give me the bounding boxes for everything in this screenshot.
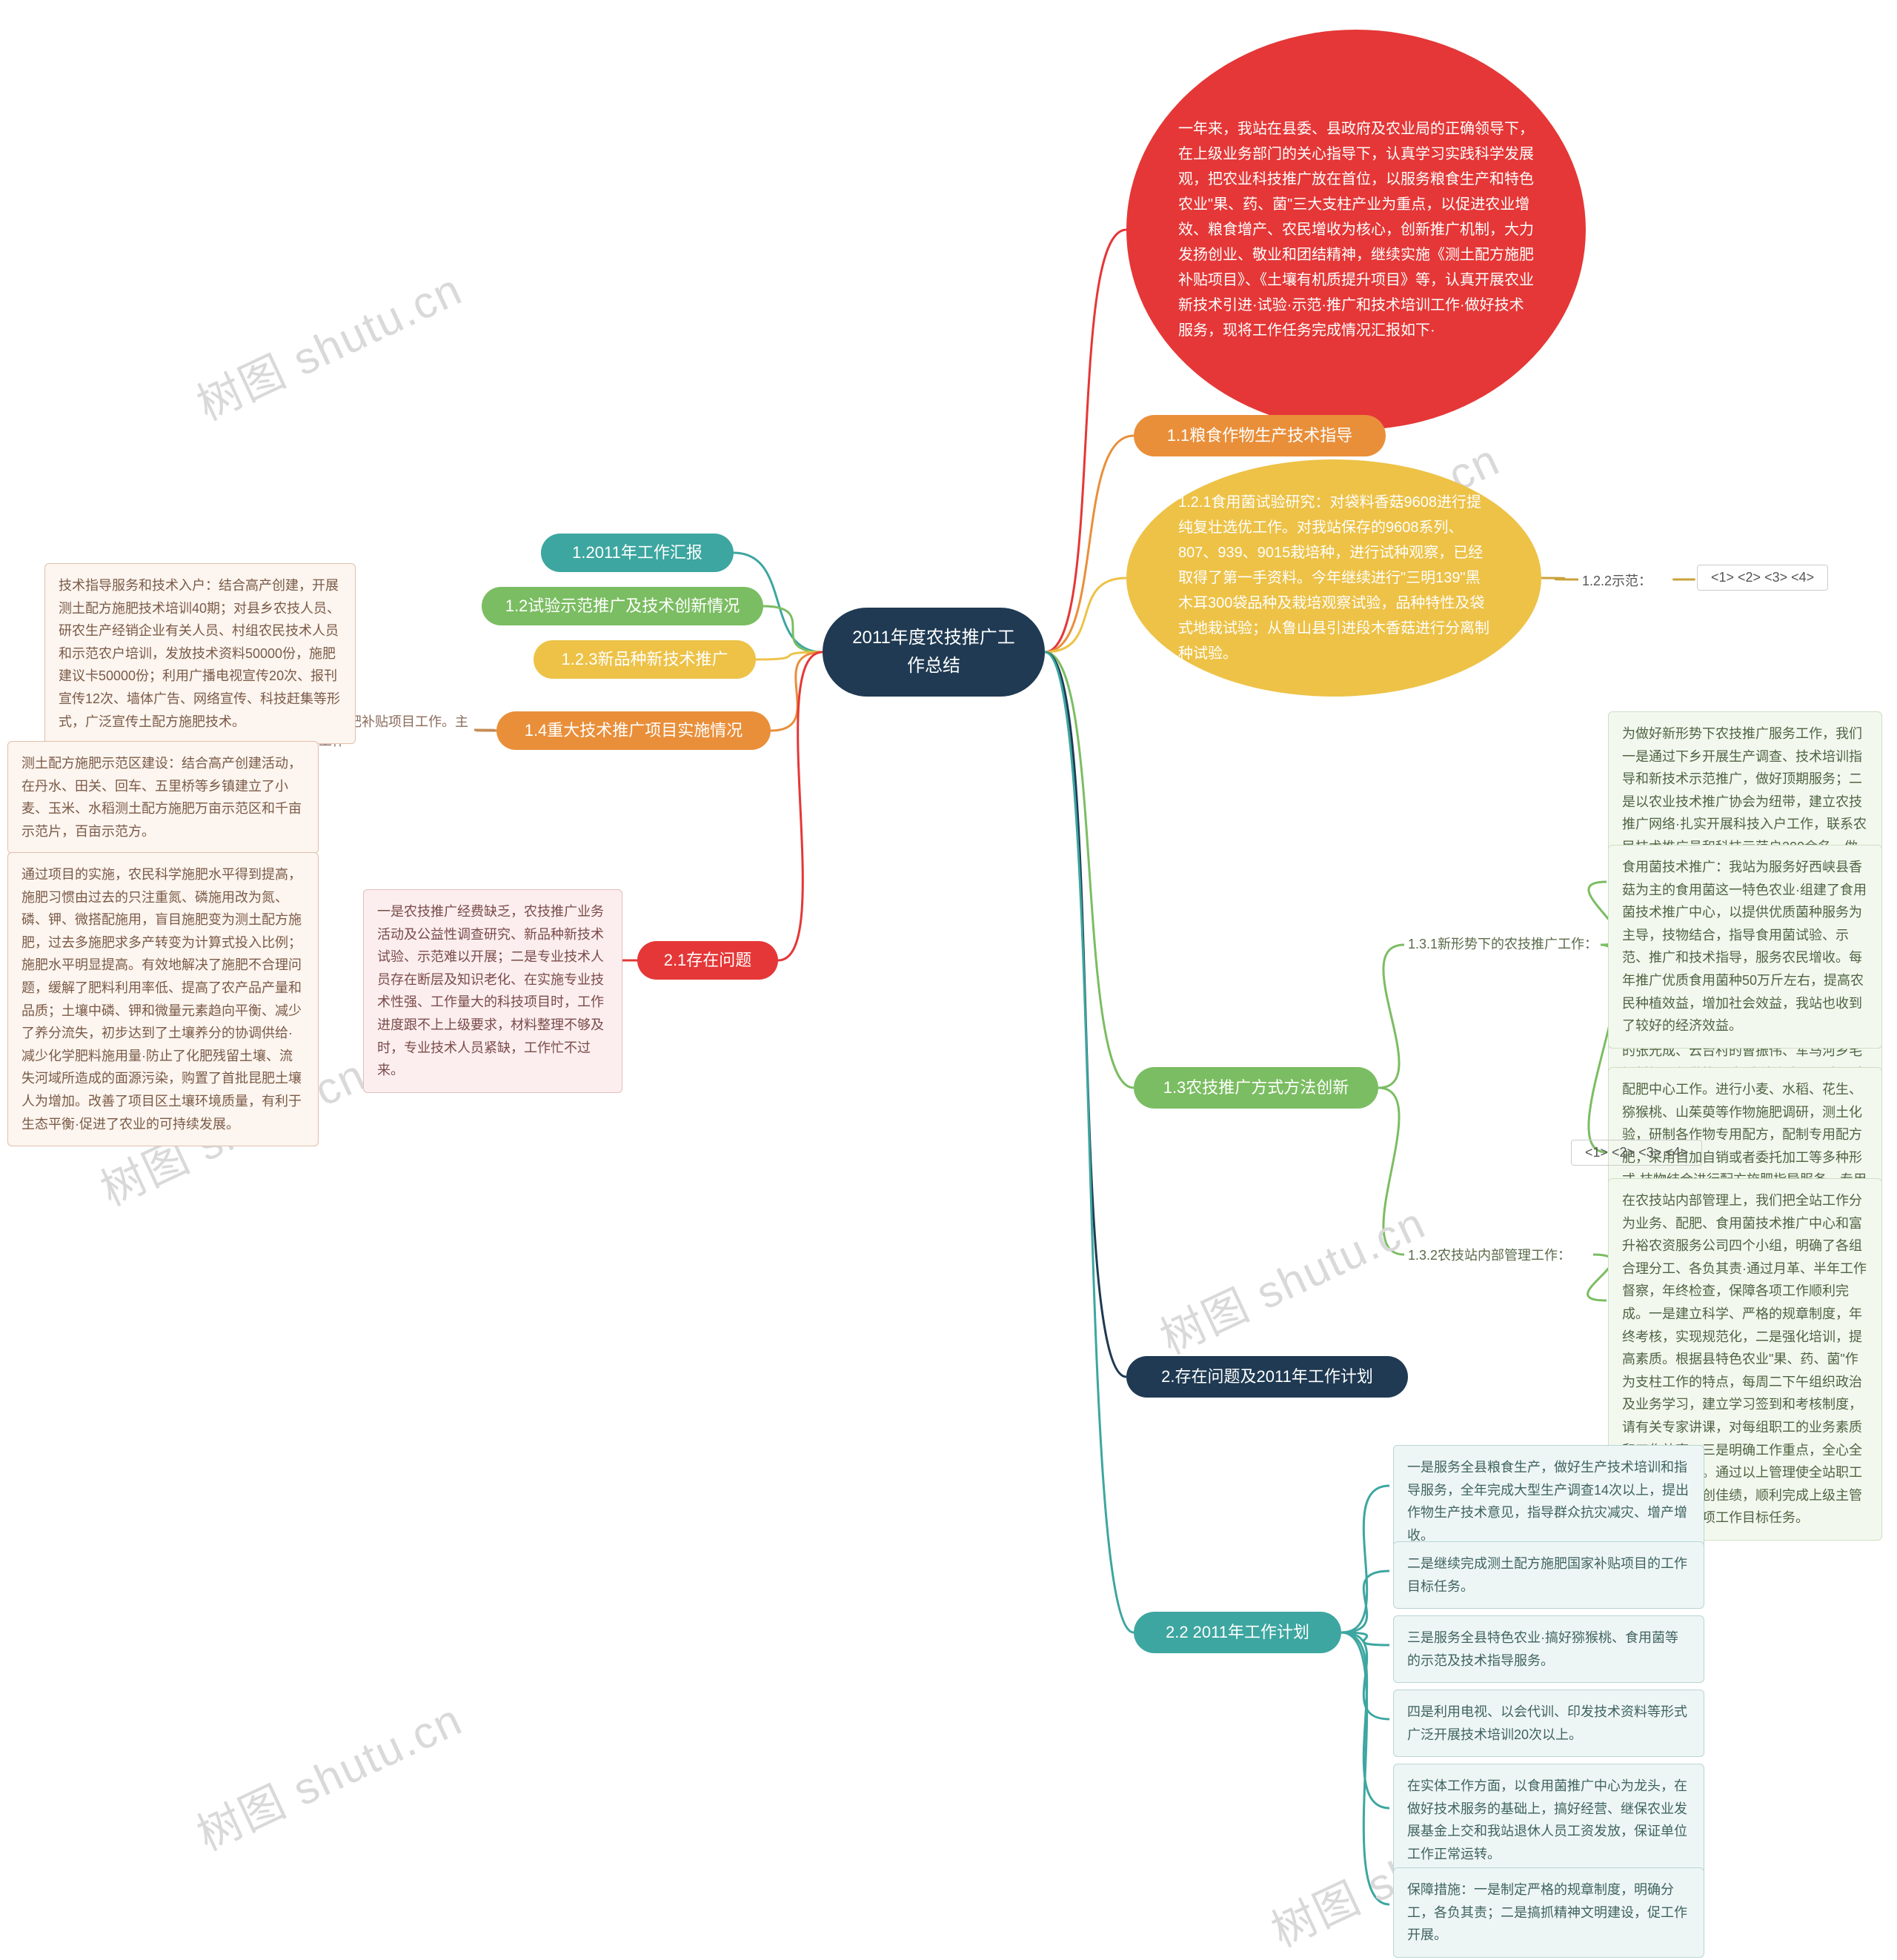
child-n1_2_2_out: <1> <2> <3> <4> (1697, 565, 1828, 591)
watermark: 树图 shutu.cn (185, 1684, 471, 1864)
branch-n1_2011[interactable]: 1.2011年工作汇报 (541, 534, 734, 572)
textbox-tb_2_2_f: 保障措施：一是制定严格的规章制度，明确分工，各负其责；二是搞抓精神文明建设，促工… (1393, 1867, 1704, 1958)
textbox-tb_left_2: 测土配方施肥示范区建设：结合高产创建活动，在丹水、田关、回车、五里桥等乡镇建立了… (7, 741, 319, 854)
textbox-tb_2_1_body: 一是农技推广经费缺乏，农技推广业务活动及公益性调查研究、新品种新技术试验、示范难… (363, 889, 622, 1093)
branch-n2[interactable]: 2.存在问题及2011年工作计划 (1126, 1356, 1408, 1398)
child-n1_2_2_label: 1.2.2示范： (1582, 571, 1652, 590)
textbox-tb_2_2_d: 四是利用电视、以会代训、印发技术资料等形式广泛开展技术培训20次以上。 (1393, 1690, 1704, 1757)
branch-n1_2[interactable]: 1.2试验示范推广及技术创新情况 (482, 587, 763, 625)
branch-n1_1[interactable]: 1.1粮食作物生产技术指导 (1134, 415, 1386, 456)
branch-n2_2[interactable]: 2.2 2011年工作计划 (1134, 1612, 1341, 1653)
branch-n2_1[interactable]: 2.1存在问题 (637, 941, 778, 980)
textbox-tb_2_2_c: 三是服务全县特色农业·搞好猕猴桃、食用菌等的示范及技术指导服务。 (1393, 1615, 1704, 1683)
child-n1_3_1: 1.3.1新形势下的农技推广工作： (1408, 934, 1598, 953)
root-node[interactable]: 2011年度农技推广工作总结 (823, 608, 1045, 697)
branch-intro_blob[interactable]: 一年来，我站在县委、县政府及农业局的正确领导下，在上级业务部门的关心指导下，认真… (1126, 30, 1586, 430)
textbox-tb_left_1: 技术指导服务和技术入户：结合高产创建，开展测土配方施肥技术培训40期；对县乡农技… (44, 563, 356, 744)
branch-n1_3[interactable]: 1.3农技推广方式方法创新 (1134, 1067, 1378, 1109)
textbox-tb_2_2_b: 二是继续完成测土配方施肥国家补贴项目的工作目标任务。 (1393, 1541, 1704, 1609)
watermark: 树图 shutu.cn (1149, 1188, 1435, 1367)
branch-n1_4[interactable]: 1.4重大技术推广项目实施情况 (496, 711, 771, 750)
branch-n1_2_1[interactable]: 1.2.1食用菌试验研究：对袋料香菇9608进行提纯复壮选优工作。对我站保存的9… (1126, 459, 1541, 697)
child-n1_3_2: 1.3.2农技站内部管理工作： (1408, 1245, 1571, 1264)
textbox-tb_left_3: 通过项目的实施，农民科学施肥水平得到提高，施肥习惯由过去的只注重氮、磷施用改为氮… (7, 852, 319, 1146)
textbox-tb_1_3_1b: 食用菌技术推广：我站为服务好西峡县香菇为主的食用菌这一特色农业·组建了食用菌技术… (1608, 845, 1882, 1049)
textbox-tb_1_3_1d: <1> <2> <3> <4> (1571, 1140, 1702, 1166)
textbox-tb_2_2_e: 在实体工作方面，以食用菌推广中心为龙头，在做好技术服务的基础上，搞好经营、继保农… (1393, 1764, 1704, 1876)
branch-n1_2_3[interactable]: 1.2.3新品种新技术推广 (534, 640, 756, 679)
watermark: 树图 shutu.cn (185, 254, 471, 433)
